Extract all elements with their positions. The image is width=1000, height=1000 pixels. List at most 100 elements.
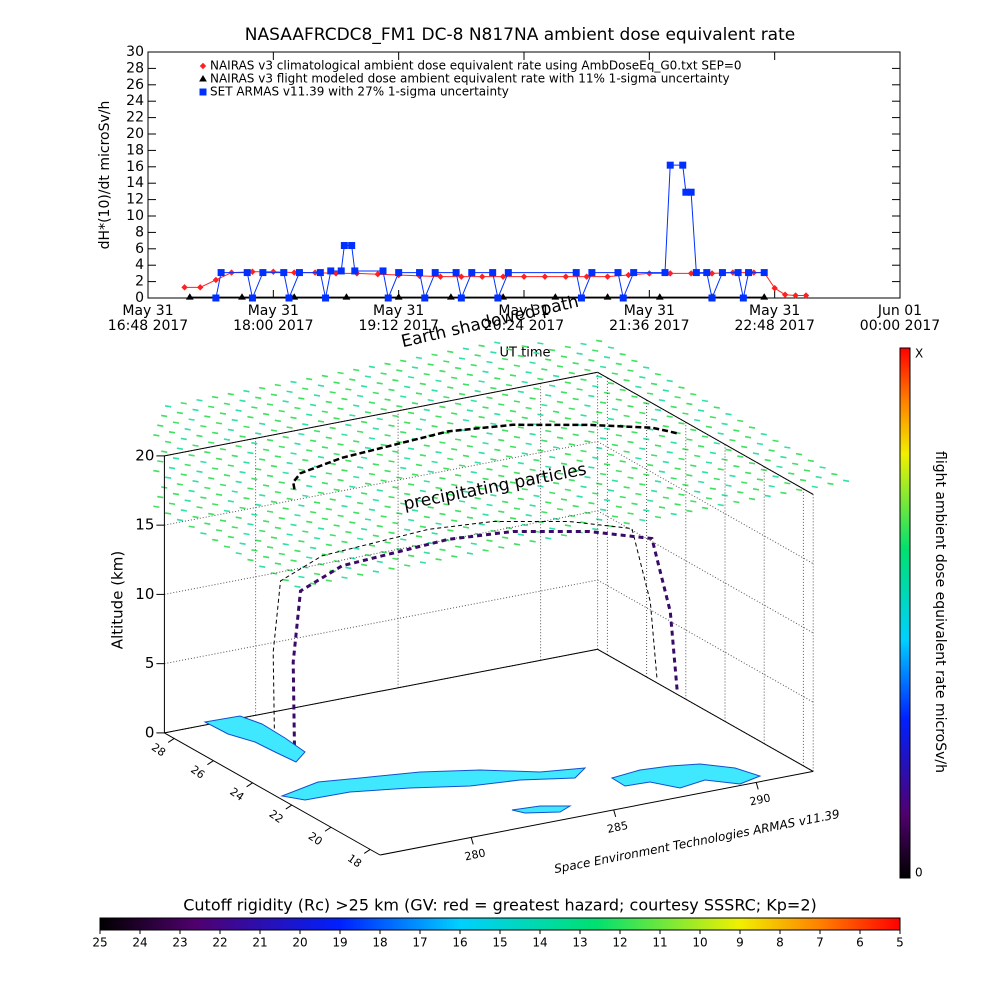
particle-dash xyxy=(588,359,595,362)
particle-dash xyxy=(345,530,352,534)
particle-dash xyxy=(521,380,528,384)
marker xyxy=(421,294,429,302)
particle-dash xyxy=(419,418,426,421)
particle-dash xyxy=(274,383,281,387)
particle-dash xyxy=(380,550,387,554)
particle-dash xyxy=(678,457,685,461)
particle-dash xyxy=(772,475,779,478)
particle-dash xyxy=(372,391,379,395)
particle-dash xyxy=(259,565,266,568)
particle-dash xyxy=(733,429,740,432)
particle-dash xyxy=(364,518,372,521)
particle-dash xyxy=(690,428,697,432)
particle-dash xyxy=(439,548,446,552)
particle-dash xyxy=(599,365,607,369)
particle-dash xyxy=(564,345,571,349)
y-tick-label: 8 xyxy=(135,224,144,240)
particle-dash xyxy=(752,487,760,491)
particle-dash xyxy=(333,488,340,492)
particle-dash xyxy=(517,497,524,501)
particle-dash xyxy=(243,532,250,536)
particle-dash xyxy=(164,404,172,408)
particle-dash xyxy=(462,347,470,351)
y-tick-label: 6 xyxy=(135,241,144,257)
particle-dash xyxy=(556,365,564,368)
particle-dash xyxy=(349,414,356,417)
particle-dash xyxy=(592,385,599,388)
particle-dash xyxy=(454,402,462,406)
particle-dash xyxy=(415,499,423,503)
particle-dash xyxy=(423,480,430,483)
particle-dash xyxy=(572,397,579,401)
particle-dash xyxy=(756,478,764,481)
marker xyxy=(374,271,381,278)
particle-dash xyxy=(647,463,654,467)
y-tick-label: 16 xyxy=(126,159,144,175)
particle-dash xyxy=(380,408,387,411)
particle-dash xyxy=(321,446,329,449)
particle-dash xyxy=(721,494,728,497)
particle-dash xyxy=(372,534,379,538)
particle-dash xyxy=(486,432,493,435)
particle-dash xyxy=(529,540,536,543)
particle-dash xyxy=(627,512,634,515)
particle-dash xyxy=(357,466,364,469)
colorbar-tick-label: 19 xyxy=(332,936,347,950)
marker xyxy=(197,284,204,291)
particle-dash xyxy=(768,484,775,488)
y-tick-label: 10 xyxy=(126,208,144,224)
particle-dash xyxy=(494,377,501,380)
particle-dash xyxy=(482,549,489,552)
particle-dash xyxy=(615,434,622,437)
particle-dash xyxy=(584,404,591,408)
particle-dash xyxy=(764,458,771,462)
particle-dash xyxy=(670,441,677,444)
land-masses xyxy=(203,715,762,814)
particle-dash xyxy=(427,470,434,473)
particle-dash xyxy=(701,506,709,510)
colorbar-tick-label: 24 xyxy=(132,936,147,950)
particle-dash xyxy=(235,409,242,412)
y-tick-label: 18 xyxy=(126,142,144,158)
particle-dash xyxy=(302,458,309,462)
particle-dash xyxy=(744,435,752,439)
colorbar-tick-label: 15 xyxy=(492,936,507,950)
particle-dash xyxy=(184,499,191,503)
particle-dash xyxy=(458,392,466,396)
particle-dash xyxy=(737,491,744,494)
particle-dash xyxy=(517,533,524,536)
particle-dash xyxy=(615,398,622,401)
marker xyxy=(290,293,299,300)
particle-dash xyxy=(795,488,803,492)
particle-dash xyxy=(584,368,591,372)
particle-dash xyxy=(568,371,575,375)
particle-dash xyxy=(274,526,282,530)
particle-dash xyxy=(286,390,293,394)
particle-dash xyxy=(360,563,368,567)
particle-dash xyxy=(360,492,368,495)
particle-dash xyxy=(650,454,658,457)
marker xyxy=(291,269,298,276)
particle-dash xyxy=(443,395,450,399)
particle-dash xyxy=(243,389,250,393)
particle-dash xyxy=(431,532,438,535)
particle-dash xyxy=(784,481,791,485)
x-tick-label: May 31 20:24 2017 xyxy=(483,303,565,334)
y-tick-label: 14 xyxy=(126,175,144,191)
particle-dash xyxy=(400,502,407,506)
x-tick xyxy=(613,809,617,818)
z-axis-label: Altitude (km) xyxy=(109,551,127,649)
particle-dash xyxy=(701,471,709,474)
particle-dash xyxy=(251,477,258,481)
particle-dash xyxy=(306,484,313,488)
marker xyxy=(708,294,716,302)
particle-dash xyxy=(529,504,536,507)
particle-dash xyxy=(509,374,517,377)
particle-dash xyxy=(309,439,317,443)
particle-dash xyxy=(360,385,368,388)
particle-dash xyxy=(580,414,587,417)
particle-dash xyxy=(200,424,207,428)
particle-dash xyxy=(537,449,544,452)
particle-dash xyxy=(631,395,638,398)
